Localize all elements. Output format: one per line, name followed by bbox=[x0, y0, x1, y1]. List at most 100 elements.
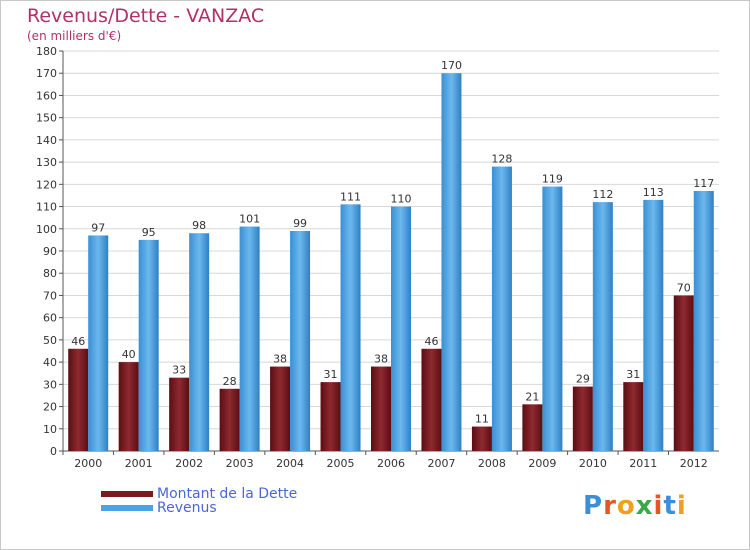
data-label-revenus: 128 bbox=[491, 153, 512, 166]
x-tick-label: 2000 bbox=[74, 457, 102, 470]
x-tick-label: 2006 bbox=[377, 457, 405, 470]
data-label-revenus: 111 bbox=[340, 190, 361, 203]
bar-debt bbox=[421, 348, 442, 451]
y-tick-label: 100 bbox=[36, 223, 57, 236]
data-label-debt: 40 bbox=[122, 348, 136, 361]
y-tick-label: 40 bbox=[43, 356, 57, 369]
x-tick-label: 2009 bbox=[528, 457, 556, 470]
bar-debt bbox=[270, 366, 291, 451]
data-label-debt: 11 bbox=[475, 413, 489, 426]
x-tick-label: 2010 bbox=[579, 457, 607, 470]
y-tick-label: 30 bbox=[43, 378, 57, 391]
data-label-debt: 28 bbox=[223, 375, 237, 388]
logo-letter: o bbox=[616, 491, 636, 521]
y-tick-label: 70 bbox=[43, 289, 57, 302]
y-tick-label: 90 bbox=[43, 245, 57, 258]
data-label-revenus: 99 bbox=[293, 217, 307, 230]
y-tick-label: 130 bbox=[36, 156, 57, 169]
bar-debt bbox=[673, 295, 694, 451]
x-tick-label: 2007 bbox=[427, 457, 455, 470]
bar-debt bbox=[522, 404, 543, 451]
y-tick-label: 50 bbox=[43, 334, 57, 347]
bar-debt bbox=[68, 348, 89, 451]
data-label-revenus: 110 bbox=[391, 193, 412, 206]
bar-debt bbox=[572, 386, 593, 451]
y-tick-label: 110 bbox=[36, 201, 57, 214]
logo-letter: t bbox=[663, 491, 677, 521]
data-label-debt: 33 bbox=[172, 364, 186, 377]
data-label-debt: 46 bbox=[71, 335, 85, 348]
bar-debt bbox=[320, 382, 341, 451]
proxiti-logo: Proxiti bbox=[583, 491, 687, 521]
legend-label-debt: Montant de la Dette bbox=[157, 486, 298, 502]
y-tick-label: 60 bbox=[43, 312, 57, 325]
bar-debt bbox=[118, 362, 139, 451]
bar-revenus bbox=[542, 186, 563, 452]
bar-revenus bbox=[643, 199, 664, 451]
y-tick-label: 180 bbox=[36, 45, 57, 58]
chart-subtitle: (en milliers d'€) bbox=[27, 29, 122, 43]
bar-revenus bbox=[391, 206, 411, 451]
bar-debt bbox=[471, 426, 492, 451]
bar-revenus bbox=[189, 233, 210, 451]
data-label-revenus: 112 bbox=[592, 188, 613, 201]
y-tick-label: 20 bbox=[43, 401, 57, 414]
x-tick-label: 2005 bbox=[327, 457, 355, 470]
bar-debt bbox=[371, 366, 391, 451]
data-label-debt: 31 bbox=[324, 368, 338, 381]
bar-revenus bbox=[138, 239, 159, 451]
y-tick-label: 160 bbox=[36, 89, 57, 102]
data-label-debt: 46 bbox=[424, 335, 438, 348]
data-label-revenus: 117 bbox=[693, 177, 714, 190]
data-label-revenus: 95 bbox=[142, 226, 156, 239]
bar-revenus bbox=[239, 226, 260, 451]
bar-revenus bbox=[491, 166, 512, 452]
y-tick-label: 140 bbox=[36, 134, 57, 147]
data-label-revenus: 98 bbox=[192, 219, 206, 232]
x-tick-label: 2012 bbox=[680, 457, 708, 470]
data-label-debt: 21 bbox=[525, 390, 539, 403]
data-label-revenus: 101 bbox=[239, 213, 260, 226]
x-tick-label: 2008 bbox=[478, 457, 506, 470]
data-label-debt: 29 bbox=[576, 373, 590, 386]
data-label-debt: 31 bbox=[626, 368, 640, 381]
logo-letter: r bbox=[603, 491, 617, 521]
bar-revenus bbox=[290, 231, 311, 451]
y-tick-label: 80 bbox=[43, 267, 57, 280]
x-tick-label: 2011 bbox=[629, 457, 657, 470]
logo-letter: P bbox=[583, 491, 604, 521]
bar-revenus bbox=[88, 235, 109, 451]
bar-revenus bbox=[441, 73, 462, 451]
data-label-revenus: 97 bbox=[91, 221, 105, 234]
y-tick-label: 10 bbox=[43, 423, 57, 436]
x-tick-label: 2004 bbox=[276, 457, 304, 470]
logo-letter: i bbox=[653, 491, 664, 521]
bar-revenus bbox=[693, 191, 714, 451]
x-tick-label: 2003 bbox=[226, 457, 254, 470]
bar-debt bbox=[623, 382, 644, 451]
y-tick-label: 150 bbox=[36, 112, 57, 125]
bar-revenus bbox=[340, 204, 361, 451]
data-label-debt: 38 bbox=[273, 353, 287, 366]
data-label-revenus: 170 bbox=[441, 59, 462, 72]
x-tick-label: 2001 bbox=[125, 457, 153, 470]
y-tick-label: 170 bbox=[36, 67, 57, 80]
bar-debt bbox=[169, 377, 190, 451]
y-tick-label: 0 bbox=[50, 445, 57, 458]
y-tick-label: 120 bbox=[36, 178, 57, 191]
data-label-revenus: 119 bbox=[542, 173, 563, 186]
logo-letter: i bbox=[676, 491, 687, 521]
data-label-debt: 70 bbox=[677, 281, 691, 294]
legend-label-revenus: Revenus bbox=[157, 500, 217, 516]
data-label-revenus: 113 bbox=[643, 186, 664, 199]
logo-letter: x bbox=[635, 491, 654, 521]
bar-revenus bbox=[592, 202, 613, 451]
legend-swatch-debt bbox=[101, 491, 153, 497]
legend-swatch-revenus bbox=[101, 505, 153, 511]
chart-title: Revenus/Dette - VANZAC bbox=[27, 5, 265, 27]
x-tick-label: 2002 bbox=[175, 457, 203, 470]
bar-debt bbox=[219, 388, 240, 451]
data-label-debt: 38 bbox=[374, 353, 388, 366]
